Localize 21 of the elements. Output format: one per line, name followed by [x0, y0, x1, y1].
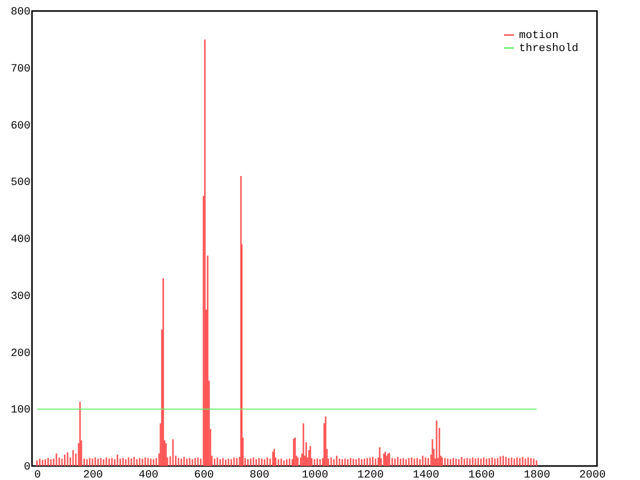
y-tick-label: 100 — [10, 404, 30, 417]
x-tick-label: 200 — [83, 470, 103, 480]
legend-label: threshold — [519, 43, 578, 55]
y-tick-label: 800 — [10, 6, 30, 18]
x-tick-label: 1200 — [357, 470, 384, 480]
y-tick-label: 600 — [10, 120, 30, 132]
y-tick-label: 200 — [10, 348, 30, 360]
x-tick-label: 0 — [34, 470, 41, 480]
y-tick-label: 500 — [10, 177, 30, 190]
x-tick-label: 2000 — [579, 470, 606, 480]
x-tick-label: 800 — [250, 470, 270, 480]
x-tick-label: 400 — [138, 470, 158, 480]
legend-label: motion — [519, 30, 559, 42]
y-tick-label: 400 — [10, 234, 30, 246]
x-tick-label: 1600 — [468, 470, 495, 480]
y-tick-label: 700 — [10, 63, 30, 76]
x-tick-label: 600 — [194, 470, 214, 480]
x-tick-label: 1000 — [302, 470, 328, 480]
y-tick-label: 300 — [10, 290, 30, 303]
x-tick-label: 1400 — [412, 470, 440, 480]
x-tick-label: 1800 — [524, 470, 550, 480]
